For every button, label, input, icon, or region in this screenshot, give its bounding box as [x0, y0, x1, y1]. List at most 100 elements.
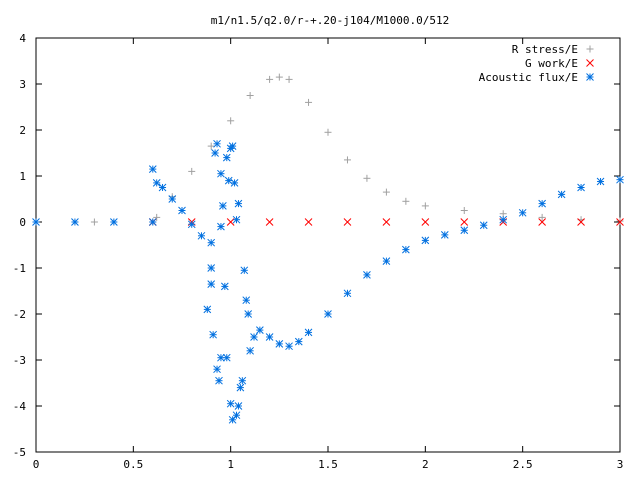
data-point: [228, 142, 237, 150]
x-tick-label: 2: [422, 458, 429, 471]
data-point: [324, 128, 332, 136]
data-point: [538, 213, 546, 221]
data-point: [217, 353, 225, 362]
data-point: [460, 226, 469, 235]
data-point: [324, 310, 332, 318]
data-point: [224, 176, 233, 185]
data-point: [178, 206, 186, 215]
data-point: [90, 218, 98, 226]
data-point: [538, 199, 546, 208]
data-point: [232, 215, 241, 224]
data-point: [187, 220, 196, 229]
data-point: [275, 73, 283, 81]
data-point: [616, 217, 624, 225]
data-point: [343, 156, 351, 164]
data-point: [440, 231, 449, 239]
data-point: [244, 310, 253, 318]
data-point: [363, 174, 371, 182]
x-tick-label: 0: [33, 458, 40, 471]
data-point: [343, 218, 352, 226]
data-point: [168, 195, 177, 203]
y-tick-label: 0: [19, 216, 26, 229]
data-point: [226, 218, 235, 226]
data-point: [518, 208, 527, 217]
data-point: [265, 333, 274, 341]
legend-label: G work/E: [525, 57, 578, 70]
y-tick-label: 1: [19, 170, 26, 183]
data-point: [158, 183, 167, 192]
data-point: [148, 165, 157, 173]
data-point: [217, 222, 225, 231]
data-point: [213, 365, 221, 374]
data-point: [460, 218, 469, 226]
data-point: [152, 179, 161, 187]
data-point: [460, 207, 468, 214]
y-tick-label: -5: [13, 446, 26, 459]
y-tick-label: 4: [19, 32, 26, 45]
data-point: [246, 346, 254, 355]
x-tick-label: 2.5: [513, 458, 533, 471]
data-point: [402, 197, 410, 205]
y-tick-label: -3: [13, 354, 26, 367]
data-point: [577, 183, 585, 192]
data-point: [557, 190, 566, 199]
series-layer: [32, 73, 624, 424]
legend-label: Acoustic flux/E: [479, 71, 578, 84]
data-point: [236, 383, 245, 392]
data-point: [227, 117, 235, 125]
data-point: [209, 330, 218, 339]
x-tick-label: 1.5: [318, 458, 338, 471]
data-point: [71, 218, 79, 226]
data-point: [363, 271, 371, 279]
legend-label: R stress/E: [512, 43, 578, 56]
data-point: [421, 202, 429, 210]
data-point: [234, 199, 243, 208]
data-point: [188, 167, 196, 175]
data-point: [421, 218, 430, 226]
data-point: [246, 92, 254, 99]
y-tick-label: 2: [19, 124, 26, 137]
data-point: [265, 218, 274, 226]
data-point: [382, 188, 390, 196]
data-point: [238, 376, 247, 385]
data-point: [242, 296, 251, 305]
y-tick-label: -4: [13, 400, 27, 413]
chart-title: m1/n1.5/q2.0/r-+.20-j104/M1000.0/512: [211, 14, 449, 27]
data-point: [226, 399, 235, 408]
data-point: [421, 236, 430, 245]
data-point: [256, 326, 264, 334]
data-point: [343, 289, 352, 298]
data-point: [217, 169, 225, 178]
data-point: [153, 213, 161, 221]
data-point: [222, 153, 231, 162]
legend-marker: [586, 45, 594, 53]
data-point: [382, 218, 391, 226]
x-tick-label: 3: [617, 458, 624, 471]
y-tick-label: -1: [13, 262, 26, 275]
data-point: [215, 376, 223, 385]
data-point: [304, 328, 313, 337]
legend-marker: [586, 59, 594, 67]
data-point: [207, 142, 215, 150]
data-point: [266, 75, 274, 83]
data-point: [304, 218, 313, 226]
legend-marker: [586, 73, 594, 81]
data-point: [197, 231, 206, 240]
data-point: [402, 245, 410, 254]
data-point: [230, 179, 239, 187]
data-point: [240, 266, 249, 275]
data-point: [213, 139, 221, 148]
data-point: [285, 75, 293, 83]
x-tick-label: 1: [227, 458, 234, 471]
data-point: [222, 353, 231, 362]
data-point: [616, 218, 624, 226]
axes: 0 0.5 1 1.5 2 2.5 3 -5 -4 -3 -2 -1 0 1 2 3 4: [13, 32, 624, 471]
data-point: [148, 218, 157, 226]
data-point: [32, 218, 40, 226]
data-point: [616, 175, 624, 184]
data-point: [110, 218, 118, 226]
data-point: [294, 337, 303, 346]
